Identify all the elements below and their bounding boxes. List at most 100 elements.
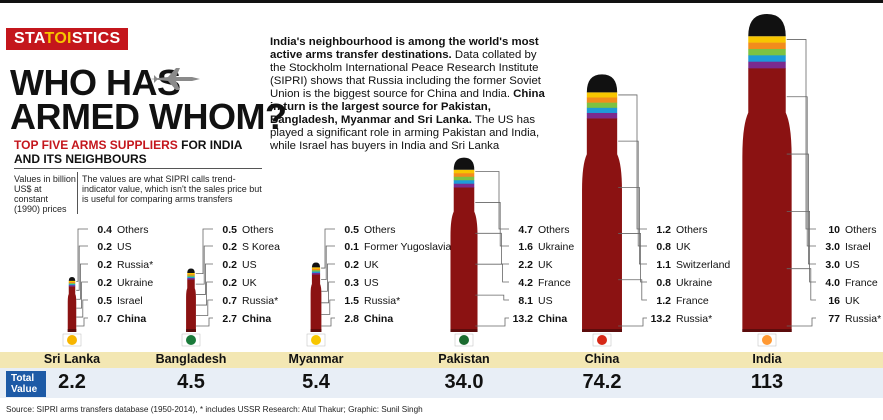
shell-band <box>187 274 195 276</box>
data-label-value: 4.2 <box>518 277 533 289</box>
country-label: Bangladesh <box>155 352 227 366</box>
flag-emblem <box>311 335 321 345</box>
title-line-2: ARMED WHOM? <box>10 96 287 137</box>
shell-band <box>586 92 618 98</box>
leader-line <box>195 317 213 327</box>
data-label-value: 16 <box>828 295 840 307</box>
shell-band <box>311 268 321 271</box>
leader-line <box>195 263 213 295</box>
data-label-supplier: Russia* <box>676 313 712 325</box>
data-label-supplier: Former Yugoslavia <box>364 241 452 253</box>
shell-band <box>453 169 475 174</box>
shell-band <box>748 61 786 69</box>
shell-bar-sri-lanka <box>67 286 77 332</box>
fighter-jet-icon <box>150 68 200 90</box>
data-label-supplier: Russia* <box>845 313 881 325</box>
method-note: The values are what SIPRI calls trend-in… <box>82 174 262 204</box>
shell-band <box>68 283 76 285</box>
leader-line <box>475 202 509 247</box>
leader-line <box>76 299 88 318</box>
data-label-supplier: Others <box>364 224 396 236</box>
shell-base <box>450 329 478 332</box>
data-label-supplier: Others <box>117 224 149 236</box>
data-label-value: 0.2 <box>97 277 112 289</box>
data-label-value: 2.8 <box>344 313 359 325</box>
leader-line <box>321 281 335 304</box>
shell-band <box>311 267 321 270</box>
data-label-supplier: Switzerland <box>676 259 730 271</box>
data-label-supplier: Others <box>538 224 570 236</box>
data-label-supplier: Russia* <box>364 295 400 307</box>
leader-line <box>475 294 509 301</box>
shell-base <box>186 329 196 332</box>
total-label: Total Value <box>6 371 46 397</box>
leader-line <box>618 233 647 283</box>
data-label-value: 0.2 <box>97 241 112 253</box>
shell-band <box>586 97 618 103</box>
data-label-value: 3.0 <box>825 241 840 253</box>
shell-band <box>68 285 76 287</box>
data-label-supplier: Others <box>242 224 274 236</box>
shell-band <box>748 42 786 50</box>
shell-tip <box>748 14 786 37</box>
data-label-value: 0.8 <box>656 277 671 289</box>
data-label-value: 1.2 <box>656 295 671 307</box>
data-label-value: 77 <box>828 313 840 325</box>
leader-line <box>195 281 213 306</box>
leader-line <box>786 268 816 301</box>
leader-line <box>321 228 335 269</box>
divider-vertical <box>77 172 78 214</box>
country-label: Myanmar <box>288 352 344 366</box>
leader-line <box>475 263 509 283</box>
data-label-supplier: UK <box>845 295 860 307</box>
data-label-supplier: China <box>117 313 146 325</box>
leader-line <box>76 317 88 327</box>
data-label-supplier: US <box>845 259 860 271</box>
flag-emblem <box>762 335 772 345</box>
section-badge: STATOISTICS <box>6 28 129 50</box>
data-label-value: 0.7 <box>97 313 112 325</box>
data-label-supplier: China <box>538 313 567 325</box>
shell-base <box>742 329 792 332</box>
data-label-supplier: France <box>845 277 878 289</box>
data-label-supplier: Ukraine <box>676 277 712 289</box>
leader-line <box>786 210 816 283</box>
shell-band <box>586 107 618 114</box>
leader-line <box>475 317 509 327</box>
total-value: 34.0 <box>444 371 484 393</box>
leader-line <box>321 299 335 315</box>
data-label-value: 0.2 <box>222 259 237 271</box>
leader-line <box>76 281 88 309</box>
intro-text: India's neighbourhood is among the world… <box>270 36 545 152</box>
data-label-supplier: S Korea <box>242 241 280 253</box>
total-value: 5.4 <box>302 371 330 393</box>
data-label-supplier: US <box>117 241 132 253</box>
total-row <box>0 368 883 398</box>
leader-line <box>618 94 647 230</box>
shell-bar-bangladesh <box>186 279 196 332</box>
shell-band <box>453 173 475 178</box>
top-rule <box>0 0 883 3</box>
data-label-value: 1.2 <box>656 224 671 236</box>
title-line-1: WHO HAS <box>10 62 181 103</box>
flag-emblem <box>597 335 607 345</box>
data-label-supplier: Others <box>676 224 708 236</box>
shell-bar-china <box>582 118 622 333</box>
shell-band <box>586 112 618 119</box>
data-label-value: 4.0 <box>825 277 840 289</box>
data-label-supplier: UK <box>538 259 553 271</box>
data-label-value: 1.5 <box>344 295 359 307</box>
data-label-value: 0.2 <box>97 259 112 271</box>
flag-emblem <box>459 335 469 345</box>
leader-line <box>786 153 816 265</box>
data-label-supplier: Russia* <box>117 259 153 271</box>
country-label: Pakistan <box>438 352 490 366</box>
data-label-supplier: France <box>538 277 571 289</box>
shell-band <box>586 102 618 109</box>
shell-bar-myanmar <box>310 274 322 332</box>
data-label-supplier: US <box>364 277 379 289</box>
data-label-value: 0.3 <box>344 277 359 289</box>
data-label-value: 0.5 <box>97 295 112 307</box>
shell-band <box>453 176 475 181</box>
